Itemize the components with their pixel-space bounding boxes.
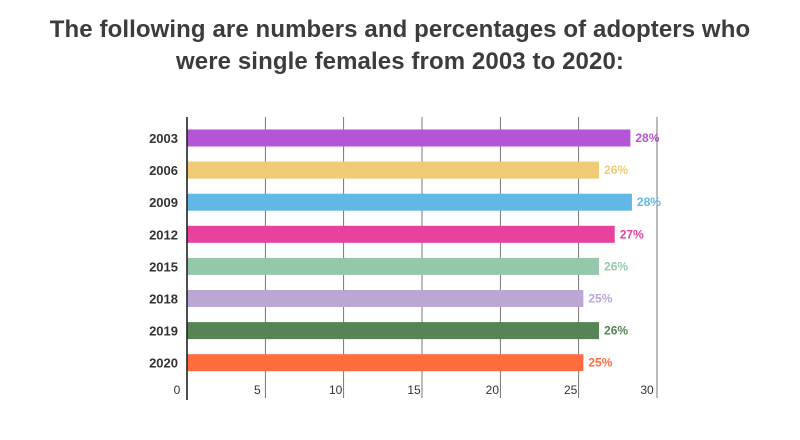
value-label-2009: 28% — [637, 195, 661, 209]
bar-2003 — [187, 129, 631, 147]
bar-2020 — [187, 354, 584, 372]
value-label-2006: 26% — [604, 163, 628, 177]
x-tick-label-0: 0 — [174, 383, 181, 397]
bar-2006 — [187, 161, 600, 179]
chart-title-line-1: The following are numbers and percentage… — [49, 16, 751, 43]
x-tick-label-20: 20 — [486, 383, 500, 397]
chart-title: The following are numbers and percentage… — [0, 14, 800, 78]
bars — [187, 129, 632, 372]
value-label-2020: 25% — [588, 356, 612, 370]
x-tick-label-25: 25 — [564, 383, 578, 397]
bar-2015 — [187, 257, 600, 275]
x-tick-label-5: 5 — [254, 383, 261, 397]
category-label-2020: 2020 — [149, 356, 178, 371]
category-label-2009: 2009 — [149, 195, 178, 210]
category-label-2018: 2018 — [149, 292, 178, 307]
x-tick-label-10: 10 — [329, 383, 343, 397]
value-label-2015: 26% — [604, 259, 628, 273]
x-tick-labels: 0 5 10 15 20 25 30 — [174, 383, 654, 397]
bar-2019 — [187, 322, 600, 340]
value-label-2012: 27% — [620, 227, 644, 241]
x-tick-label-15: 15 — [407, 383, 421, 397]
value-label-2018: 25% — [588, 292, 612, 306]
x-tick-label-30: 30 — [640, 383, 654, 397]
category-label-2003: 2003 — [149, 131, 178, 146]
category-label-2012: 2012 — [149, 227, 178, 242]
category-label-2006: 2006 — [149, 163, 178, 178]
value-label-2003: 28% — [635, 131, 659, 145]
bar-2012 — [187, 225, 615, 243]
category-label-2019: 2019 — [149, 324, 178, 339]
bar-2018 — [187, 290, 584, 307]
chart-title-line-2: were single females from 2003 to 2020: — [175, 48, 624, 75]
bar-2009 — [187, 193, 632, 211]
category-labels: 2003 2006 2009 2012 2015 2018 2019 2020 — [149, 131, 178, 371]
value-labels: 28% 26% 28% 27% 26% 25% 26% 25% — [588, 131, 661, 370]
category-label-2015: 2015 — [149, 259, 178, 274]
value-label-2019: 26% — [604, 324, 628, 338]
